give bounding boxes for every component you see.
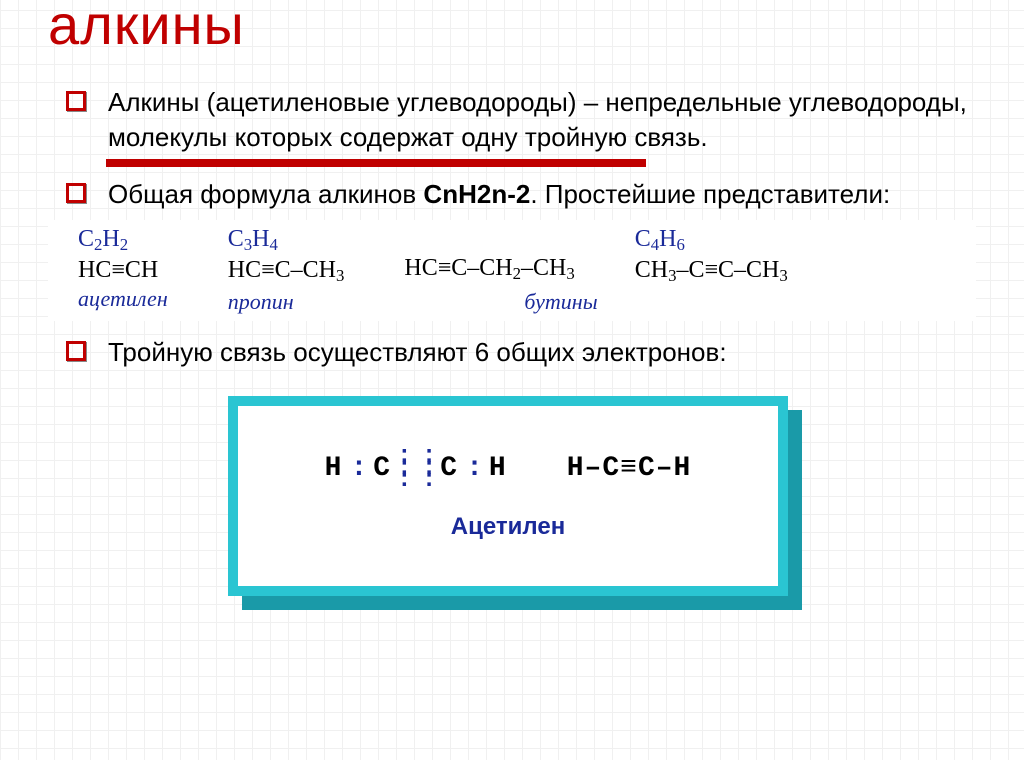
molecular-formula: C4H6 [635,226,788,255]
bullet-3: Тройную связь осуществляют 6 общих элект… [66,335,976,370]
bullet-2: Общая формула алкинов CnH2n-2. Простейши… [66,177,976,212]
bullet-marker-icon [66,341,86,361]
compound-name: бутины [524,289,597,315]
lewis-label: Ацетилен [451,513,565,541]
butyne-pair: HC≡C–CH2–CH3 C4H6 CH3–C≡C–CH3 [404,226,787,286]
triple-bond-dots-icon: : : : : : : [397,451,434,487]
atom-h: H [489,453,507,484]
underline-bar [106,159,646,167]
chem-col-butynes: HC≡C–CH2–CH3 C4H6 CH3–C≡C–CH3 бутины [404,226,787,314]
bond-line-structure: H–C≡C–H [567,453,692,484]
structural-formula: HC≡C–CH2–CH3 [404,255,574,284]
bullet-1: Алкины (ацетиленовые углеводороды) – неп… [66,85,976,155]
bullet-marker-icon [66,91,86,111]
dot-row: : : [397,475,434,487]
sf-text: HC≡C–CH [228,257,336,283]
compound-name: ацетилен [78,286,168,312]
slide-content: алкины Алкины (ацетиленовые углеводороды… [0,0,1024,596]
atom-c: C [373,453,391,484]
structural-formula: HC≡C–CH3 [228,257,345,286]
molecular-formula-spacer [404,226,574,253]
sf-sub: 2 [513,264,521,283]
sf-text: CH [635,257,668,283]
lewis-dot-structure: H : C : : : : : : C : H [325,451,507,487]
structural-formula: CH3–C≡C–CH3 [635,257,788,286]
butyne-2: C4H6 CH3–C≡C–CH3 [635,226,788,286]
lewis-row: H : C : : : : : : C : H H–C≡C–H [325,451,692,487]
sf-text: –CH [521,255,566,281]
chem-col-propyne: C3H4 HC≡C–CH3 пропин [228,226,345,314]
sf-sub: 3 [336,267,344,286]
bullet-1-text: Алкины (ацетиленовые углеводороды) – неп… [108,85,976,155]
bullet-2-post: . Простейшие представители: [530,179,890,209]
lewis-structure-box: H : C : : : : : : C : H H–C≡C–H Ацетилен [228,396,788,596]
chemistry-examples-row: C2H2 HC≡CH ацетилен C3H4 HC≡C–CH3 пропин… [48,220,976,320]
structural-formula: HC≡CH [78,257,158,284]
atom-c: C [440,453,458,484]
slide-title: алкины [48,0,976,57]
molecular-formula: C2H2 [78,226,128,255]
sf-text: –C≡C–CH [676,257,779,283]
sf-sub: 3 [566,264,574,283]
sf-sub: 3 [779,267,787,286]
atom-h: H [325,453,343,484]
electron-pair-icon: : [348,453,367,484]
bullet-2-pre: Общая формула алкинов [108,179,423,209]
molecular-formula: C3H4 [228,226,278,255]
bullet-3-text: Тройную связь осуществляют 6 общих элект… [108,335,976,370]
chem-col-acetylene: C2H2 HC≡CH ацетилен [78,226,168,312]
butyne-1: HC≡C–CH2–CH3 [404,226,574,286]
compound-name: пропин [228,289,294,315]
bullet-2-text: Общая формула алкинов CnH2n-2. Простейши… [108,177,976,212]
sf-text: HC≡C–CH [404,255,512,281]
general-formula: CnH2n-2 [423,179,530,209]
bullet-marker-icon [66,183,86,203]
box-inner: H : C : : : : : : C : H H–C≡C–H Ацетилен [228,396,788,596]
electron-pair-icon: : [464,453,483,484]
